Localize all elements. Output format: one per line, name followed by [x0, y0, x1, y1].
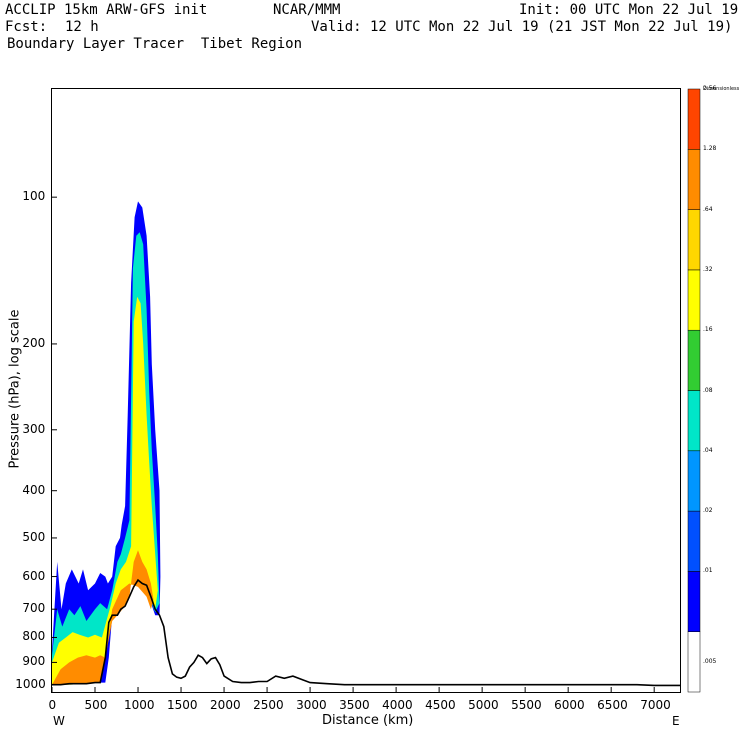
y-tick-label: 300 — [22, 421, 46, 436]
y-tick-label: 400 — [22, 482, 46, 497]
header-model: ACCLIP 15km ARW-GFS init — [5, 2, 208, 18]
colorbar-level-label: .01 — [703, 567, 713, 575]
y-tick-label: 600 — [22, 568, 46, 583]
tracer-region-p32 — [52, 296, 158, 685]
x-axis-east-label: E — [672, 714, 680, 728]
x-axis-title: Distance (km) — [322, 713, 414, 728]
colorbar-level-label: .08 — [703, 386, 713, 394]
colorbar-swatch — [687, 149, 701, 210]
axis-ticks — [51, 196, 655, 692]
x-tick-label: 0 — [48, 698, 57, 712]
header-init: Init: 00 UTC Mon 22 Jul 19 — [519, 2, 739, 18]
x-tick-label: 3000 — [296, 698, 327, 712]
y-tick-label: 500 — [22, 529, 46, 544]
colorbar-swatch — [687, 329, 701, 391]
header-field: Boundary Layer Tracer Tibet Region — [7, 36, 303, 52]
header-org: NCAR/MMM — [273, 2, 341, 18]
colorbar-swatch — [687, 510, 701, 572]
y-tick-label: 100 — [22, 189, 46, 204]
colorbar-level-label: .16 — [703, 326, 713, 334]
x-axis-west-label: W — [53, 714, 65, 728]
y-tick-label: 900 — [22, 654, 46, 669]
colorbar-swatch — [687, 269, 701, 331]
colorbar-swatch — [687, 571, 701, 632]
colorbar-swatch — [687, 209, 701, 271]
y-tick-label: 700 — [22, 601, 46, 616]
colorbar-level-label: .64 — [703, 205, 713, 213]
colorbar-level-label: .32 — [703, 265, 713, 273]
y-tick-label: 1000 — [15, 676, 46, 691]
x-tick-label: 1500 — [167, 698, 198, 712]
x-tick-label: 3500 — [339, 698, 370, 712]
x-tick-label: 4500 — [425, 698, 456, 712]
x-tick-label: 7000 — [640, 698, 671, 712]
x-tick-label: 6000 — [554, 698, 585, 712]
colorbar-level-label: .02 — [703, 507, 713, 515]
colorbar-swatch — [687, 631, 701, 693]
colorbar-swatch — [687, 450, 701, 512]
tracer-region-1p28 — [52, 550, 154, 685]
x-tick-label: 1000 — [124, 698, 155, 712]
colorbar-level-label: .04 — [703, 446, 713, 454]
colorbar-level-label: .005 — [703, 657, 717, 665]
header-fcst-label: Fcst: — [5, 19, 48, 35]
colorbar-level-label: 2.56 — [703, 85, 717, 92]
x-tick-label: 2500 — [253, 698, 284, 712]
x-tick-label: 500 — [84, 698, 108, 712]
colorbar-level-label: 1.28 — [703, 145, 717, 153]
y-tick-label: 800 — [22, 629, 46, 644]
plot-area — [52, 201, 680, 687]
colorbar-swatch — [687, 390, 701, 452]
x-tick-label: 2000 — [210, 698, 241, 712]
colorbar-unit-label: Dimensionless — [703, 86, 740, 92]
x-tick-label: 5000 — [468, 698, 499, 712]
colorbar — [687, 88, 701, 693]
terrain-line — [52, 578, 680, 687]
x-tick-label: 6500 — [597, 698, 628, 712]
x-tick-label: 4000 — [382, 698, 413, 712]
colorbar-swatch — [687, 88, 701, 150]
header-valid: Valid: 12 UTC Mon 22 Jul 19 (21 JST Mon … — [311, 19, 733, 35]
y-axis-title: Pressure (hPa), log scale — [7, 309, 23, 469]
plot-frame — [51, 88, 681, 693]
y-tick-label: 200 — [22, 335, 46, 350]
x-tick-label: 5500 — [511, 698, 542, 712]
header-fcst-value: 12 h — [65, 19, 99, 35]
